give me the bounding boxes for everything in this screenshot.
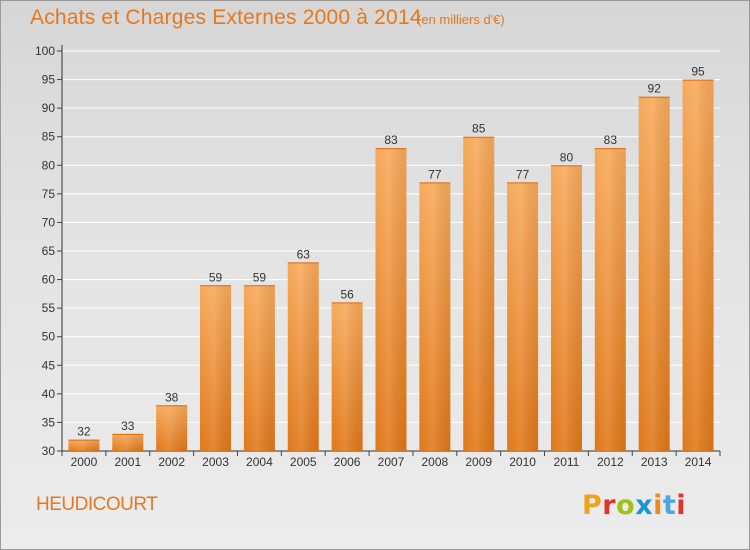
x-tick-label: 2001 [114,455,141,469]
bars [68,79,714,452]
bar-shine [682,79,714,452]
logo-letter: x [635,490,654,521]
x-tick-label: 2004 [246,455,273,469]
y-tick-label: 55 [42,301,56,315]
bar-value-label: 85 [472,122,486,136]
x-tick-label: 2006 [334,455,361,469]
logo-letter: i [676,490,687,521]
bar-shine [594,148,626,451]
y-tick-label: 75 [42,187,56,201]
x-tick-label: 2009 [465,455,492,469]
y-tick-label: 70 [42,215,56,229]
bar-value-label: 33 [121,419,135,433]
bar-shine [287,262,319,451]
bar-shine [507,182,539,451]
x-tick-label: 2007 [378,455,405,469]
bar-shine [375,148,407,451]
bar-value-label: 83 [604,133,618,147]
bar-value-label: 77 [428,167,442,181]
bar-value-label: 38 [165,390,179,404]
bar-value-label: 56 [340,287,354,301]
bar-value-label: 77 [516,167,530,181]
proxiti-logo[interactable]: Proxiti [582,490,686,521]
bar-shine [68,439,100,451]
bar-value-label: 63 [297,247,311,261]
bar-value-label: 32 [77,425,91,439]
bar-value-label: 59 [253,270,267,284]
y-tick-label: 30 [42,444,56,458]
bar-shine [112,433,144,451]
chart-title: Achats et Charges Externes 2000 à 2014 [30,6,422,29]
y-tick-label: 95 [42,73,56,87]
bar-shine [638,96,670,451]
y-tick-label: 60 [42,273,56,287]
y-tick-label: 35 [42,415,56,429]
y-tick-label: 50 [42,330,56,344]
logo-letter: o [616,490,636,521]
x-tick-label: 2011 [554,455,580,469]
x-tick-label: 2002 [158,455,185,469]
bar-shine [419,182,451,451]
x-tick-label: 2000 [71,455,98,469]
x-tick-label: 2012 [597,455,624,469]
bar-value-label: 59 [209,270,223,284]
x-tick-label: 2003 [202,455,229,469]
logo-letter: i [653,490,663,521]
bar-shine [331,302,363,451]
bar-shine [156,405,188,451]
x-tick-label: 2005 [290,455,317,469]
y-tick-label: 65 [42,244,56,258]
y-tick-label: 45 [42,358,56,372]
town-name: HEUDICOURT [36,494,158,515]
bar-shine [200,285,232,451]
y-tick-label: 80 [42,158,56,172]
logo-letter: r [602,490,617,521]
y-tick-label: 40 [42,387,56,401]
bar-shine [550,165,582,452]
logo-letter: P [582,490,603,521]
x-tick-label: 2010 [509,455,536,469]
bar-value-label: 95 [691,65,705,79]
x-tick-label: 2014 [685,455,712,469]
y-tick-label: 100 [35,44,55,58]
chart-subtitle: (en milliers d'€) [417,12,505,27]
bar-shine [463,136,495,451]
bar-value-label: 83 [384,133,398,147]
labels: 30 35 40 45 50 55 60 65 70 75 80 85 90 95 100 32 2000 33 2… [35,44,712,469]
bar-value-label: 92 [648,82,662,96]
x-tick-label: 2008 [422,455,449,469]
x-tick-label: 2013 [641,455,668,469]
bar-value-label: 80 [560,150,574,164]
y-tick-label: 85 [42,130,56,144]
logo-letter: t [662,490,677,521]
bar-shine [243,285,275,451]
y-tick-label: 90 [42,101,56,115]
